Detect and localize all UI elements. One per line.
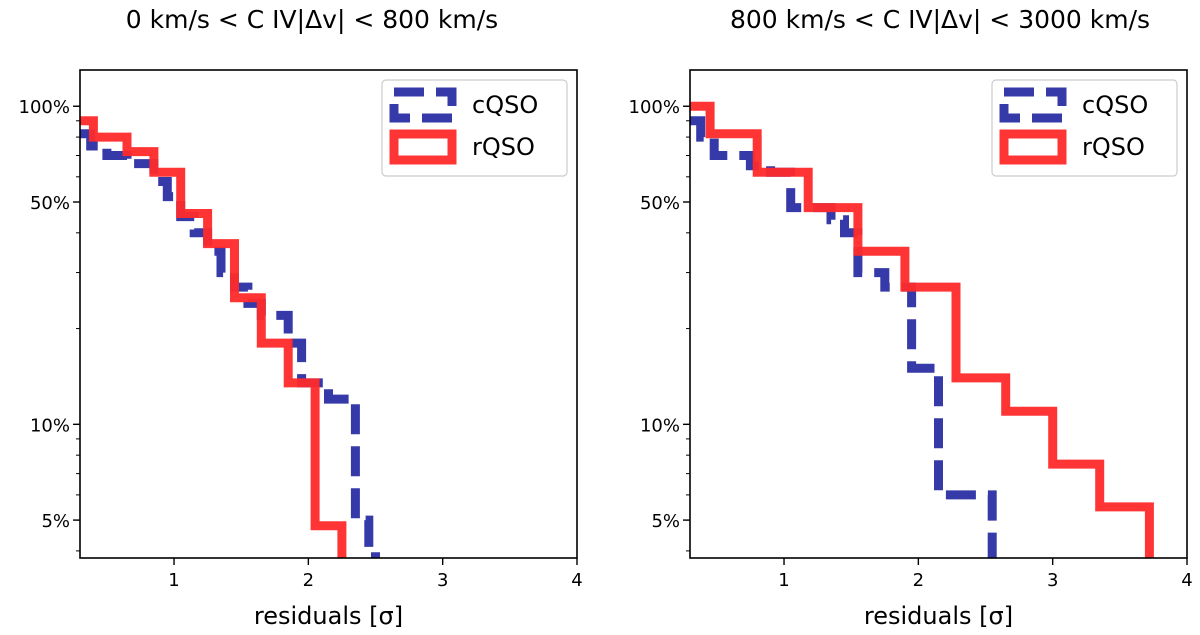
y-tick-label: 10% <box>30 415 70 436</box>
x-axis-label-left: residuals [σ] <box>254 602 403 630</box>
legend-handle-cqso <box>999 87 1067 123</box>
x-axis-label-right: residuals [σ] <box>864 602 1013 630</box>
series-line-cqso <box>690 116 997 558</box>
x-tick-label: 2 <box>303 570 314 591</box>
y-tick-label: 100% <box>629 97 680 118</box>
legend-label-rqso: rQSO <box>1082 133 1145 161</box>
legend-label-cqso: cQSO <box>1082 91 1148 119</box>
chart-panel-left: 0 km/s < C IV|Δv| < 800 km/s 1 2 3 4 100% 50%… <box>19 5 583 630</box>
axes-frame <box>689 69 1188 559</box>
x-tick-label: 4 <box>571 570 582 591</box>
chart-plot-area-left: 1 2 3 4 100% 50% 10% 5% cQSO rQSO <box>19 69 583 591</box>
y-tick-label: 10% <box>640 415 680 436</box>
legend-box <box>991 79 1178 177</box>
series-line-rqso <box>690 101 1154 558</box>
y-tick-label: 50% <box>640 193 680 214</box>
x-tick-label: 1 <box>168 570 179 591</box>
legend-handle-rqso <box>389 129 457 165</box>
chart-title-right: 800 km/s < C IV|Δv| < 3000 km/s <box>730 5 1150 34</box>
x-tick-label: 4 <box>1181 570 1192 591</box>
series-line-rqso <box>80 116 347 558</box>
y-tick-label: 5% <box>651 511 680 532</box>
x-tick-label: 3 <box>437 570 448 591</box>
chart-title-left: 0 km/s < C IV|Δv| < 800 km/s <box>126 5 498 34</box>
y-tick-label: 100% <box>19 97 70 118</box>
x-tick-label: 3 <box>1047 570 1058 591</box>
legend-label-rqso: rQSO <box>472 133 535 161</box>
axes-frame <box>79 69 578 559</box>
chart-panel-right: 800 km/s < C IV|Δv| < 3000 km/s 1 2 3 4 100%… <box>629 5 1193 630</box>
series-line-cqso <box>80 129 380 558</box>
legend-handle-cqso <box>389 87 457 123</box>
y-tick-label: 50% <box>30 193 70 214</box>
legend-handle-rqso <box>999 129 1067 165</box>
legend-box <box>381 79 568 177</box>
legend-label-cqso: cQSO <box>472 91 538 119</box>
chart-plot-area-right: 1 2 3 4 100% 50% 10% 5% cQSO rQSO <box>629 69 1193 591</box>
x-tick-label: 1 <box>778 570 789 591</box>
y-tick-label: 5% <box>41 511 70 532</box>
x-tick-label: 2 <box>913 570 924 591</box>
